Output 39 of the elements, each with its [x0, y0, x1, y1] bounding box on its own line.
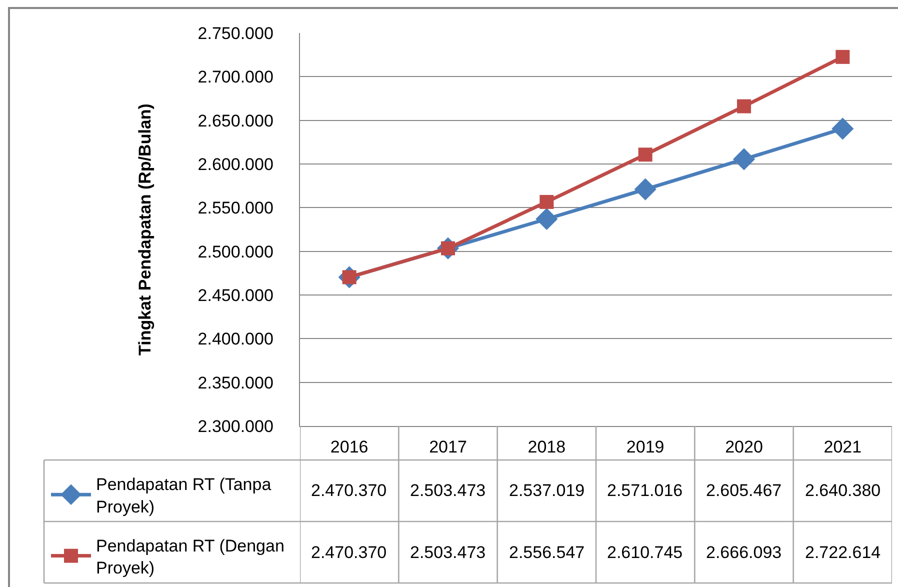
y-tick-label: 2.400.000 — [198, 330, 274, 349]
x-tick-label: 2020 — [725, 438, 763, 457]
data-label: 2.556.547 — [509, 543, 585, 562]
y-tick-label: 2.600.000 — [198, 154, 274, 174]
x-tick-label: 2019 — [626, 438, 664, 457]
y-tick-label: 2.500.000 — [198, 242, 274, 262]
y-tick-label: 2.450.000 — [198, 286, 274, 305]
data-label: 2.610.745 — [607, 543, 683, 562]
point — [536, 208, 558, 230]
data-label: 2.605.467 — [706, 481, 782, 500]
point — [737, 99, 751, 114]
y-tick-label: 2.300.000 — [198, 416, 274, 436]
point — [634, 178, 656, 200]
data-label: 2.537.019 — [509, 481, 585, 500]
x-tick-label: 2016 — [330, 438, 368, 457]
data-label: 2.470.370 — [311, 543, 387, 562]
y-tick-label: 2.650.000 — [198, 111, 274, 130]
data-label: 2.666.093 — [706, 543, 782, 562]
y-tick-label: 2.700.000 — [198, 68, 274, 87]
legend-label: Pendapatan RT (Dengan Proyek) — [96, 536, 284, 578]
point — [638, 148, 652, 162]
data-label: 2.503.473 — [410, 543, 486, 562]
data-label: 2.640.380 — [805, 481, 881, 500]
data-label: 2.722.614 — [805, 543, 881, 562]
x-tick-label: 2017 — [429, 438, 467, 457]
data-label: 2.571.016 — [607, 481, 683, 500]
y-tick-label: 2.550.000 — [198, 198, 274, 218]
x-tick-label: 2021 — [824, 438, 862, 457]
point — [832, 118, 854, 140]
legend-label: Pendapatan RT (Tanpa Proyek) — [96, 475, 272, 516]
y-tick-label: 2.350.000 — [198, 373, 274, 392]
x-tick-label: 2018 — [528, 438, 566, 457]
point — [732, 148, 756, 170]
data-label: 2.470.370 — [311, 481, 387, 500]
y-tick-label: 2.750.000 — [198, 24, 274, 43]
point — [836, 50, 850, 64]
y-axis-title: Tingkat Pendapatan (Rp/Bulan) — [135, 104, 154, 356]
point — [540, 194, 554, 209]
data-label: 2.503.473 — [410, 481, 486, 500]
